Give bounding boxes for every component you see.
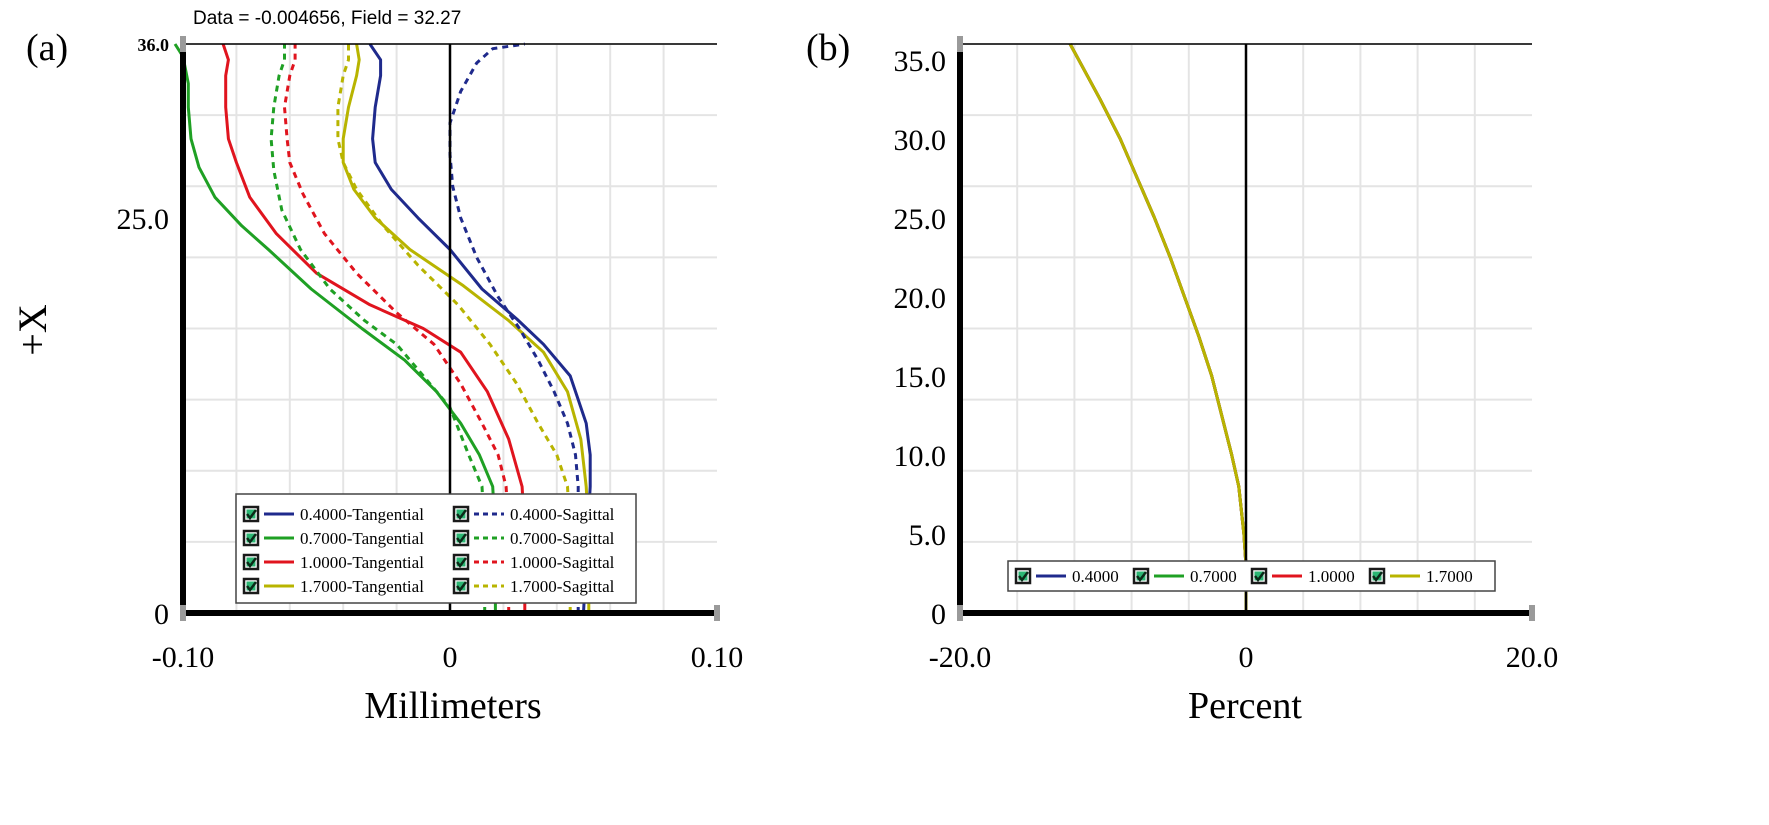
legend-entry[interactable]: 1.7000-Sagittal: [452, 577, 615, 596]
panel-b-label: (b): [806, 27, 850, 69]
legend-label: 0.7000-Tangential: [300, 529, 424, 548]
panel-a-series: [173, 42, 592, 614]
legend-label: 0.4000: [1072, 567, 1119, 586]
legend-label: 1.7000-Tangential: [300, 577, 424, 596]
axis-end-cap: [957, 36, 963, 52]
panel-a-x-axis-label: Millimeters: [364, 685, 541, 727]
legend-label: 1.0000-Tangential: [300, 553, 424, 572]
x-tick-label: -0.10: [152, 641, 215, 674]
legend-checkbox-icon[interactable]: [242, 577, 260, 595]
y-tick-label: 30.0: [894, 124, 947, 157]
legend-label: 0.7000-Sagittal: [510, 529, 615, 548]
legend-checkbox-icon[interactable]: [452, 529, 470, 547]
panel-a-y-axis-label: +X: [10, 304, 55, 356]
panel-a-legend: 0.4000-Tangential 0.7000-Tangential 1.0000…: [235, 493, 637, 604]
legend-entry[interactable]: 1.0000: [1250, 567, 1355, 586]
axis-end-cap: [957, 605, 963, 621]
y-tick-label: 35.0: [894, 45, 947, 78]
legend-label: 0.7000: [1190, 567, 1237, 586]
axis-end-cap: [180, 605, 186, 621]
legend-entry[interactable]: 0.7000-Tangential: [242, 529, 424, 548]
legend-entry[interactable]: 1.0000-Sagittal: [452, 553, 615, 572]
x-tick-label: 0: [1239, 641, 1254, 674]
y-tick-label: 0: [154, 598, 169, 631]
legend-label: 1.7000-Sagittal: [510, 577, 615, 596]
legend-entry[interactable]: 0.4000: [1014, 567, 1119, 586]
y-tick-label: 25.0: [117, 203, 170, 236]
y-tick-label: 36.0: [138, 35, 170, 55]
panel-b-axes: [957, 36, 1535, 621]
legend-checkbox-icon[interactable]: [242, 553, 260, 571]
x-tick-label: 0.10: [691, 641, 744, 674]
panel-a-tick-labels: 0 25.0 36.0 -0.10 0 0.10: [117, 35, 744, 674]
legend-label: 0.4000-Tangential: [300, 505, 424, 524]
y-tick-label: 15.0: [894, 361, 947, 394]
axis-end-cap: [1529, 605, 1535, 621]
axis-end-cap: [714, 605, 720, 621]
legend-checkbox-icon[interactable]: [1014, 567, 1032, 585]
y-tick-label: 20.0: [894, 282, 947, 315]
panel-a-readout: Data = -0.004656, Field = 32.27: [193, 8, 461, 29]
panel-a-axes: [180, 36, 720, 621]
legend-checkbox-icon[interactable]: [452, 505, 470, 523]
series-line-1: [368, 43, 592, 614]
legend-entry[interactable]: 0.4000-Sagittal: [452, 505, 615, 524]
legend-checkbox-icon[interactable]: [1132, 567, 1150, 585]
panel-a-label: (a): [26, 27, 68, 69]
y-tick-label: 0: [931, 598, 946, 631]
panel-b-series: [1068, 43, 1248, 613]
legend-entry[interactable]: 1.7000-Tangential: [242, 577, 424, 596]
y-tick-label: 5.0: [909, 519, 947, 552]
series-line-7: [283, 44, 511, 613]
legend-entry[interactable]: 0.7000-Sagittal: [452, 529, 615, 548]
series-line-8: [336, 44, 572, 613]
x-tick-label: 0: [443, 641, 458, 674]
legend-checkbox-icon[interactable]: [1250, 567, 1268, 585]
y-tick-label: 10.0: [894, 440, 947, 473]
series-line-5: [448, 42, 580, 613]
legend-label: 1.7000: [1426, 567, 1473, 586]
legend-label: 1.0000-Sagittal: [510, 553, 615, 572]
legend-checkbox-icon[interactable]: [1368, 567, 1386, 585]
legend-checkbox-icon[interactable]: [452, 553, 470, 571]
panel-b-legend: 0.4000 0.7000 1.0000 1.7000: [1007, 560, 1496, 592]
panel-a: (a) Data = -0.004656, Field = 32.27 0 25.…: [10, 8, 743, 727]
legend-box: [235, 493, 637, 604]
axis-end-cap: [180, 36, 186, 52]
legend-entry[interactable]: 0.4000-Tangential: [242, 505, 424, 524]
legend-checkbox-icon[interactable]: [242, 529, 260, 547]
legend-checkbox-icon[interactable]: [242, 505, 260, 523]
legend-entry[interactable]: 1.0000-Tangential: [242, 553, 424, 572]
panel-b-x-axis-label: Percent: [1188, 685, 1302, 727]
series-line-4: [341, 43, 591, 613]
legend-entry[interactable]: 1.7000: [1368, 567, 1473, 586]
x-tick-label: 20.0: [1506, 641, 1559, 674]
legend-label: 0.4000-Sagittal: [510, 505, 615, 524]
legend-entry[interactable]: 0.7000: [1132, 567, 1237, 586]
legend-label: 1.0000: [1308, 567, 1355, 586]
y-tick-label: 25.0: [894, 203, 947, 236]
panel-b: (b) 0 5.0 10.0 15.0 20.0 25.0 30.0 35.0 -20.0 0 20…: [806, 27, 1558, 727]
series-line-4: [1068, 43, 1248, 613]
x-tick-label: -20.0: [929, 641, 992, 674]
panel-b-tick-labels: 0 5.0 10.0 15.0 20.0 25.0 30.0 35.0 -20.0 0 20.0: [894, 45, 1559, 674]
series-line-2: [173, 43, 497, 613]
legend-checkbox-icon[interactable]: [452, 577, 470, 595]
series-line-6: [269, 44, 487, 613]
